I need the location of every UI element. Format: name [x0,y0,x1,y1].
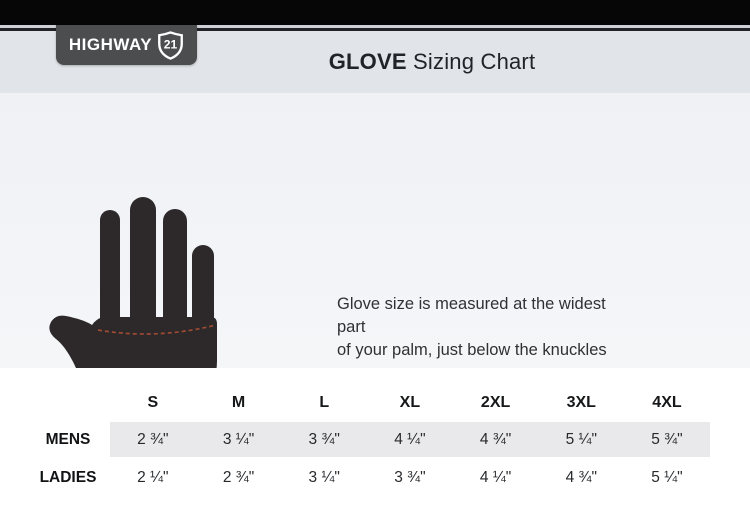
page-title: GLOVE Sizing Chart [0,31,750,93]
ladies-size-4xl: 5 ¼" [651,469,683,486]
separator-line-dark [0,28,750,31]
ladies-size-l: 3 ¼" [308,469,340,486]
mens-size-3xl: 5 ¼" [538,422,625,457]
instruction-line-2: of your palm, just below the knuckles [337,341,607,359]
title-sizing-chart: Sizing Chart [406,49,536,74]
col-header-2xl: 2XL [480,394,511,411]
col-header-3xl: 3XL [566,394,596,411]
col-header-m: M [231,394,246,411]
row-label-mens: MENS [45,430,91,448]
separator-line-light [0,25,750,28]
table-corner-spacer [0,368,110,422]
ladies-size-s: 2 ¼" [137,469,169,486]
size-table: S M L XL 2XL 3XL 4XL MENS 2 ¾" 3 ¼" 3 ¾"… [0,368,750,522]
top-black-bar [0,0,750,25]
brand-name-text: HIGHWAY [68,35,153,54]
mens-size-s: 2 ¾" [110,422,196,457]
ladies-size-2xl: 4 ¼" [479,469,512,486]
sizing-instruction-text: Glove size is measured at the widest par… [337,293,637,362]
brand-logo: HIGHWAY 21 [56,25,197,65]
mens-size-2xl: 4 ¾" [452,422,539,457]
row-label-ladies: LADIES [39,469,97,486]
mens-size-l: 3 ¾" [281,422,368,457]
brand-number-text: 21 [164,37,178,51]
ladies-size-3xl: 4 ¾" [565,469,597,486]
mens-size-xl: 4 ¼" [367,422,453,457]
title-glove: GLOVE [328,49,407,74]
shield-21-icon: 21 [158,30,183,60]
mens-size-m: 3 ¼" [195,422,282,457]
col-header-s: S [147,394,159,411]
palm-measure-dash-line [97,324,217,335]
col-header-xl: XL [399,394,421,411]
col-header-4xl: 4XL [652,394,682,411]
ladies-size-xl: 3 ¾" [394,469,426,486]
instruction-line-1: Glove size is measured at the widest par… [337,295,606,336]
col-header-l: L [319,394,330,411]
ladies-size-m: 2 ¾" [222,469,255,486]
mens-size-4xl: 5 ¾" [624,422,710,457]
measurement-section: Glove size is measured at the widest par… [0,93,750,446]
